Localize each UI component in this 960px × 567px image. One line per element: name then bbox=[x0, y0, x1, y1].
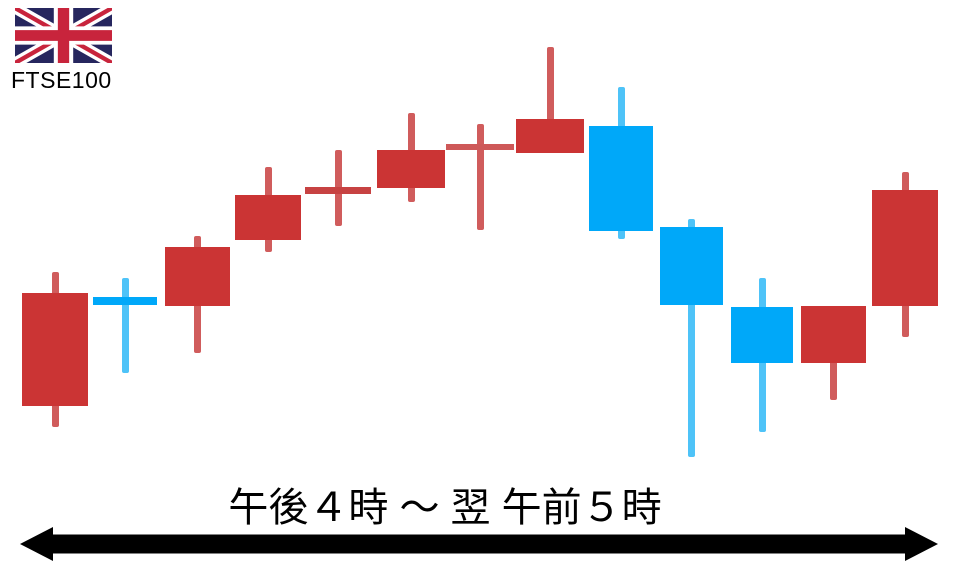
candle-body bbox=[93, 297, 157, 305]
candle-body bbox=[731, 307, 793, 363]
candle-wick bbox=[546, 47, 554, 153]
candle-wick bbox=[121, 278, 129, 373]
candle-body bbox=[589, 126, 653, 231]
session-time-label: 午後４時 ～ 翌 午前５時 bbox=[228, 486, 662, 530]
candle-body bbox=[22, 293, 88, 406]
uk-flag-graphic bbox=[15, 8, 112, 63]
candle-body bbox=[872, 190, 938, 306]
candle-wick bbox=[476, 124, 484, 230]
arrow-left-head-icon bbox=[20, 527, 53, 561]
candle-body bbox=[305, 187, 371, 194]
candle-body bbox=[659, 227, 723, 305]
time-range-arrow bbox=[20, 527, 938, 561]
candle-body bbox=[516, 119, 584, 153]
candle-body bbox=[446, 144, 514, 150]
candle-body bbox=[377, 150, 445, 188]
candle-body bbox=[235, 195, 301, 240]
candle-body bbox=[800, 306, 866, 363]
arrow-right-head-icon bbox=[905, 527, 938, 561]
uk-flag-icon bbox=[15, 8, 112, 63]
candle-body bbox=[164, 247, 230, 306]
candle-wick bbox=[687, 219, 695, 457]
index-name-label: FTSE100 bbox=[11, 67, 112, 93]
